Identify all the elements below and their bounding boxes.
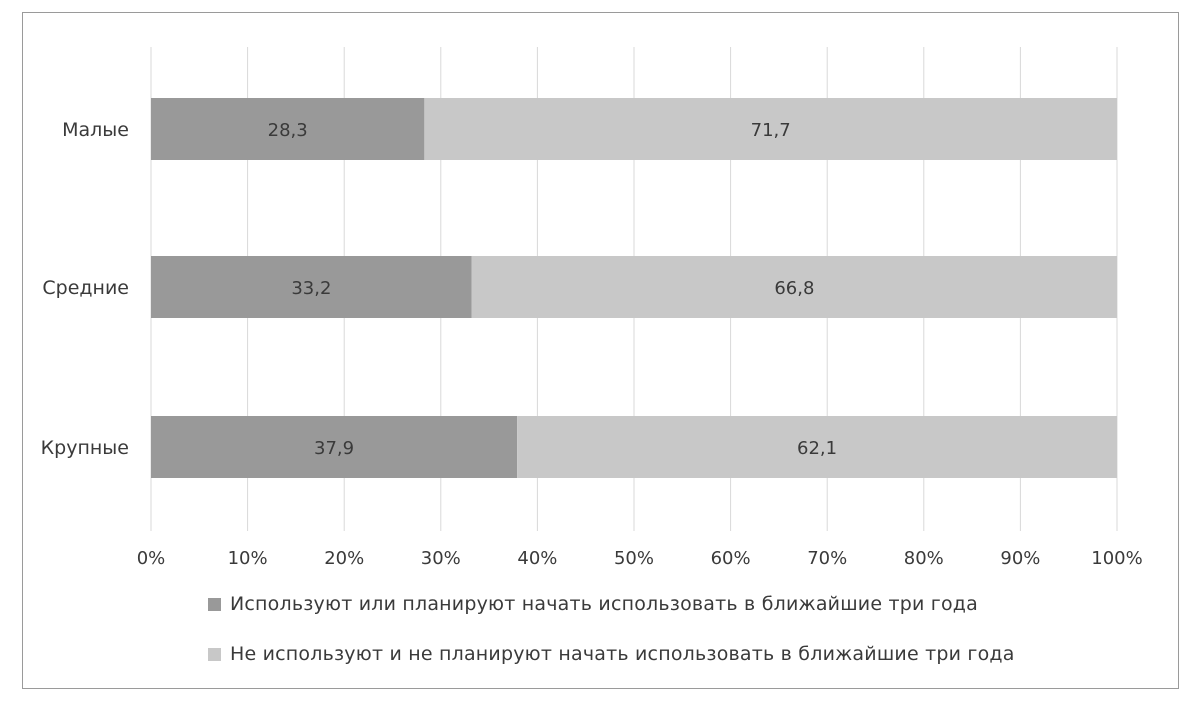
- x-tick-label: 40%: [517, 548, 557, 569]
- bar-segment: [424, 98, 1117, 160]
- x-tick-label: 0%: [137, 548, 166, 569]
- x-tick-label: 30%: [421, 548, 461, 569]
- bar-segment: [471, 256, 1117, 318]
- x-tick-label: 100%: [1091, 548, 1142, 569]
- data-label: 62,1: [797, 438, 837, 459]
- y-category-label: Крупные: [41, 437, 129, 459]
- x-tick-label: 90%: [1000, 548, 1040, 569]
- legend-swatch-series-2: [208, 647, 221, 661]
- x-tick-label: 60%: [711, 548, 751, 569]
- x-tick-label: 20%: [324, 548, 364, 569]
- bar-segment: [151, 98, 425, 160]
- x-tick-label: 10%: [228, 548, 268, 569]
- data-label: 33,2: [291, 278, 331, 299]
- x-tick-label: 50%: [614, 548, 654, 569]
- x-tick-label: 70%: [807, 548, 847, 569]
- legend: Используют или планируют начать использо…: [208, 592, 1015, 692]
- data-label: 37,9: [314, 438, 354, 459]
- legend-item-series-1: Используют или планируют начать использо…: [208, 592, 1015, 616]
- bar-segment: [151, 416, 518, 478]
- bar-segment: [517, 416, 1117, 478]
- y-category-label: Средние: [42, 277, 129, 299]
- legend-swatch-series-1: [208, 597, 221, 611]
- x-tick-label: 80%: [904, 548, 944, 569]
- legend-label-series-2: Не используют и не планируют начать испо…: [230, 643, 1015, 665]
- data-label: 66,8: [774, 278, 814, 299]
- bar-segment: [151, 256, 472, 318]
- legend-item-series-2: Не используют и не планируют начать испо…: [208, 642, 1015, 666]
- legend-label-series-1: Используют или планируют начать использо…: [230, 593, 978, 615]
- data-label: 71,7: [751, 120, 791, 141]
- y-category-label: Малые: [62, 119, 129, 141]
- data-label: 28,3: [268, 120, 308, 141]
